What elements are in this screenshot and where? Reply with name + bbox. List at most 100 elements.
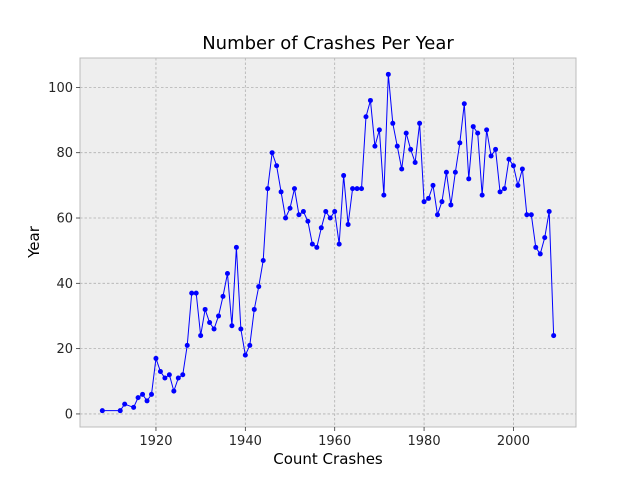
x-tick-label: 1980 bbox=[408, 434, 441, 449]
data-point bbox=[336, 241, 342, 247]
data-point bbox=[220, 293, 226, 299]
data-point bbox=[430, 182, 436, 188]
x-tick-label: 2000 bbox=[497, 434, 530, 449]
data-point bbox=[533, 244, 539, 250]
data-point bbox=[390, 120, 396, 126]
data-point bbox=[318, 225, 324, 231]
data-point bbox=[484, 127, 490, 133]
data-point bbox=[193, 290, 199, 296]
data-point bbox=[417, 120, 423, 126]
data-point bbox=[452, 169, 458, 175]
data-point bbox=[211, 326, 217, 332]
data-point bbox=[323, 208, 329, 214]
data-point bbox=[546, 208, 552, 214]
data-point bbox=[372, 143, 378, 149]
y-tick-label: 60 bbox=[56, 212, 73, 227]
data-point bbox=[291, 186, 297, 192]
x-axis-label: Count Crashes bbox=[273, 450, 383, 468]
data-point bbox=[345, 222, 351, 228]
data-point bbox=[233, 244, 239, 250]
x-tick-label: 1940 bbox=[229, 434, 262, 449]
data-point bbox=[224, 271, 230, 277]
data-point bbox=[189, 290, 195, 296]
data-point bbox=[542, 235, 548, 241]
y-tick-label: 100 bbox=[48, 81, 73, 96]
data-point bbox=[122, 401, 128, 407]
data-point bbox=[519, 166, 525, 172]
data-point bbox=[461, 101, 467, 107]
data-point bbox=[260, 257, 266, 263]
data-point bbox=[399, 166, 405, 172]
data-point bbox=[350, 186, 356, 192]
data-point bbox=[229, 323, 235, 329]
x-tick-label: 1960 bbox=[318, 434, 351, 449]
data-point bbox=[359, 186, 365, 192]
data-point bbox=[207, 320, 213, 325]
data-point bbox=[157, 368, 163, 374]
data-point bbox=[403, 130, 409, 136]
data-point bbox=[448, 202, 454, 208]
data-point bbox=[140, 391, 146, 397]
data-point bbox=[354, 186, 360, 192]
data-point bbox=[327, 215, 333, 221]
data-point bbox=[166, 372, 172, 378]
data-point bbox=[421, 199, 427, 205]
y-axis-label: Year bbox=[25, 225, 43, 259]
data-point bbox=[238, 326, 244, 332]
data-point bbox=[131, 404, 137, 410]
ticks: 1920 1940 1960 1980 2000 0 20 40 60 80 100 bbox=[48, 81, 530, 449]
data-point bbox=[314, 244, 320, 250]
data-point bbox=[180, 372, 186, 378]
data-point bbox=[184, 342, 190, 348]
data-point bbox=[528, 212, 534, 218]
data-point bbox=[296, 212, 302, 218]
data-point bbox=[434, 212, 440, 218]
y-tick-label: 80 bbox=[56, 146, 73, 161]
chart-title: Number of Crashes Per Year bbox=[202, 33, 454, 54]
data-point bbox=[198, 333, 204, 339]
data-point bbox=[287, 205, 293, 211]
data-point bbox=[443, 169, 449, 175]
y-tick-label: 40 bbox=[56, 277, 73, 292]
data-point bbox=[439, 199, 445, 205]
data-point bbox=[99, 408, 105, 414]
data-point bbox=[426, 195, 432, 201]
data-point bbox=[506, 156, 512, 162]
data-point bbox=[488, 153, 494, 159]
data-point bbox=[510, 163, 516, 169]
data-point bbox=[117, 408, 123, 414]
data-point bbox=[283, 215, 289, 221]
data-point bbox=[153, 355, 159, 361]
data-point bbox=[524, 212, 530, 218]
data-point bbox=[475, 130, 481, 136]
data-point bbox=[247, 342, 253, 348]
data-point bbox=[376, 127, 382, 133]
data-point bbox=[135, 395, 141, 401]
data-point bbox=[394, 143, 400, 149]
data-point bbox=[457, 140, 463, 146]
y-tick-label: 0 bbox=[65, 407, 73, 422]
data-point bbox=[171, 388, 177, 394]
data-point bbox=[341, 173, 347, 179]
y-tick-label: 20 bbox=[56, 342, 73, 357]
data-point bbox=[216, 313, 222, 319]
series bbox=[99, 71, 557, 414]
axes-frame bbox=[79, 57, 577, 428]
data-point bbox=[300, 208, 306, 214]
data-point bbox=[269, 150, 275, 156]
data-point bbox=[515, 182, 521, 188]
data-point bbox=[305, 218, 311, 224]
data-point bbox=[537, 251, 543, 257]
data-point bbox=[479, 192, 485, 198]
data-point bbox=[175, 375, 181, 381]
data-point bbox=[412, 160, 418, 165]
data-point bbox=[363, 114, 369, 120]
data-point bbox=[470, 124, 476, 130]
data-point bbox=[265, 186, 271, 192]
data-point bbox=[551, 333, 557, 339]
plot-background bbox=[80, 58, 576, 427]
data-point bbox=[466, 176, 472, 182]
data-point bbox=[408, 146, 414, 152]
data-point bbox=[493, 146, 499, 152]
data-point bbox=[256, 284, 262, 290]
